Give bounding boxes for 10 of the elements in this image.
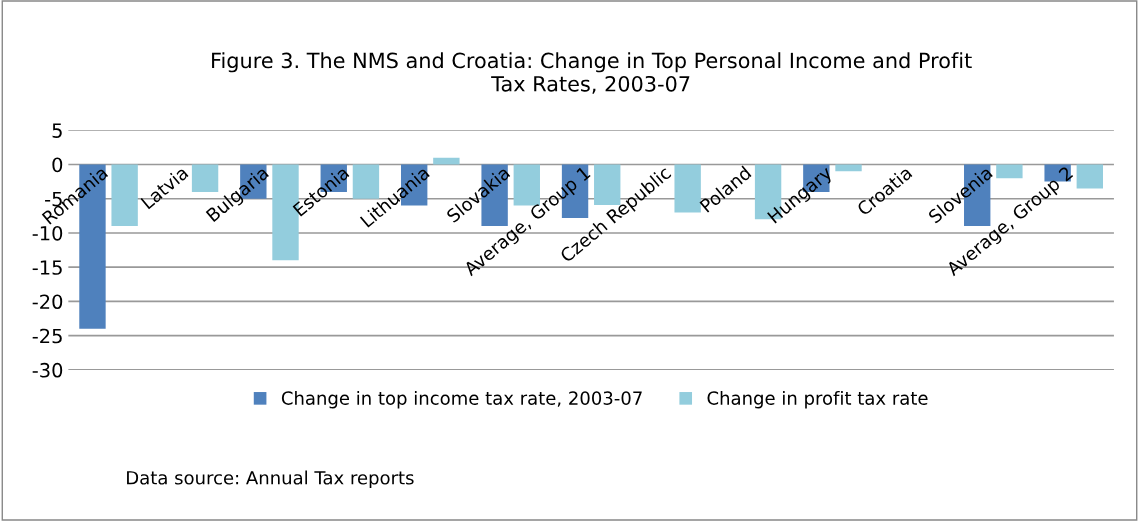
chart-title: Figure 3. The NMS and Croatia: Change in Top Personal Income and Profit Tax Rates, 2003-07 xyxy=(212,52,972,94)
y-tick-label: -10 xyxy=(32,225,63,241)
y-tick-label: -25 xyxy=(32,328,62,344)
y-tick-label: -30 xyxy=(32,362,63,378)
legend-label: Change in top income tax rate, 2003-07 xyxy=(281,390,642,409)
y-tick-label: 5 xyxy=(52,123,62,138)
y-tick-label: -20 xyxy=(32,294,63,310)
source-note: Data source: Annual Tax reports xyxy=(127,470,414,489)
legend-label: Change in profit tax rate xyxy=(707,390,928,409)
y-tick-label: -15 xyxy=(32,260,62,275)
